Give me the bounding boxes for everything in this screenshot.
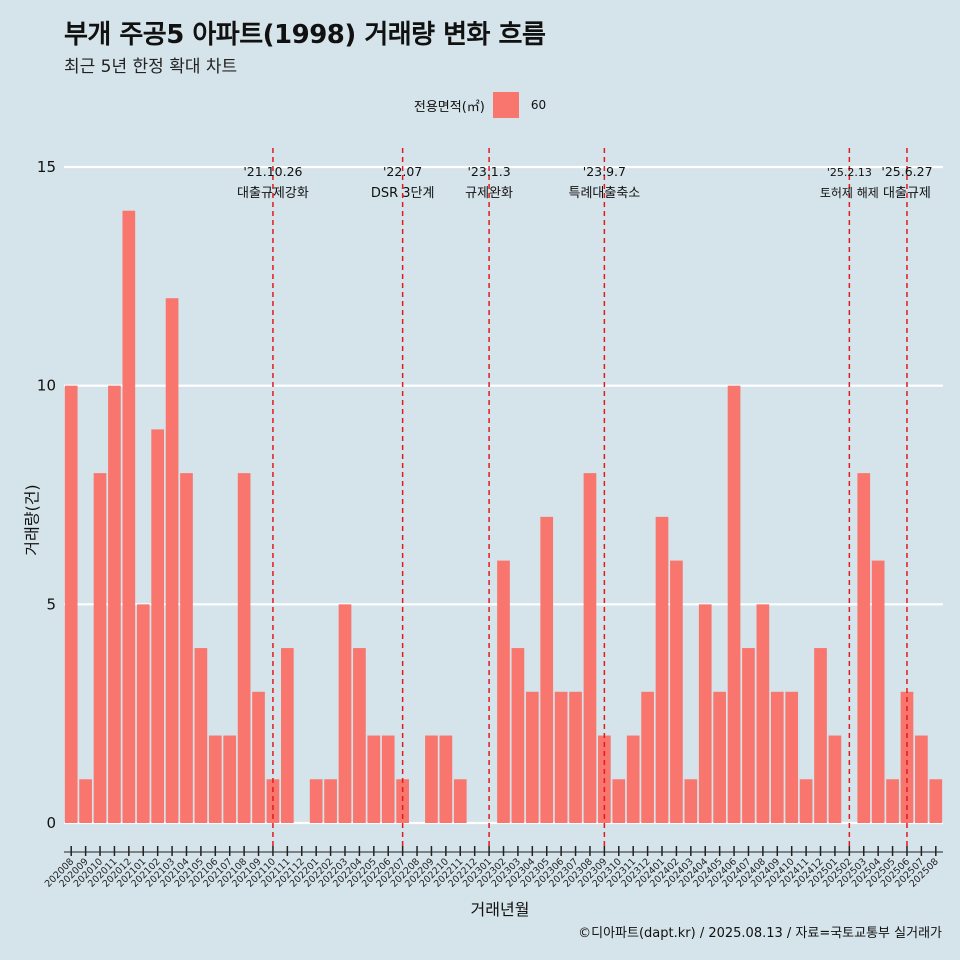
bar <box>396 779 409 823</box>
bar <box>569 691 582 823</box>
bar <box>511 648 525 823</box>
annotation-date: '25.6.27 <box>881 164 932 179</box>
source-caption: ©디아파트(dapt.kr) / 2025.08.13 / 자료=국토교통부 실… <box>578 926 942 941</box>
bar <box>655 516 669 823</box>
annotation-label: 대출규제 <box>883 186 931 201</box>
y-tick-label: 5 <box>46 595 56 613</box>
bar <box>237 473 251 823</box>
bar <box>886 779 899 823</box>
chart-title: 부개 주공5 아파트(1998) 거래량 변화 흐름 <box>64 20 546 50</box>
bar <box>670 560 683 823</box>
bar <box>612 779 626 823</box>
bar <box>281 648 294 823</box>
bar <box>684 779 698 823</box>
y-tick-label: 10 <box>37 377 56 395</box>
bar <box>871 560 885 823</box>
bar <box>915 735 928 823</box>
annotation-label: 대출규제강화 <box>237 186 309 201</box>
bar <box>583 473 597 823</box>
bar <box>79 779 92 823</box>
bar <box>439 735 453 823</box>
annotation-date: '23.1.3 <box>467 164 510 179</box>
annotation-date: '22.07 <box>383 164 422 179</box>
legend: 전용면적(㎡) 60 <box>0 92 960 118</box>
bar <box>338 604 352 823</box>
bar <box>785 691 799 823</box>
bar <box>93 473 107 823</box>
bar <box>194 648 208 823</box>
bar <box>266 779 280 823</box>
legend-item-label: 60 <box>530 98 547 112</box>
bar <box>756 604 770 823</box>
bar <box>324 779 337 823</box>
x-axis-label: 거래년월 <box>470 900 530 919</box>
y-axis-label: 거래량(건) <box>22 484 42 556</box>
bar <box>309 779 323 823</box>
bar <box>180 473 193 823</box>
legend-swatch <box>492 92 519 118</box>
bar <box>425 735 438 823</box>
bar <box>497 560 510 823</box>
y-tick-label: 0 <box>46 814 56 832</box>
bar <box>367 735 381 823</box>
annotation-label: 특례대출축소 <box>568 186 640 201</box>
bar <box>151 429 165 823</box>
bar <box>713 691 726 823</box>
bar <box>554 691 568 823</box>
bar <box>770 691 784 823</box>
bar <box>540 516 554 823</box>
bar <box>742 648 755 823</box>
bar <box>857 473 871 823</box>
bar <box>252 691 265 823</box>
bar <box>727 385 741 823</box>
annotation-label: 규제완화 <box>465 186 513 201</box>
bar <box>381 735 395 823</box>
annotation-label: DSR 3단계 <box>371 186 435 201</box>
bar <box>900 691 914 823</box>
bar <box>136 604 150 823</box>
bar <box>165 298 179 823</box>
bar <box>799 779 813 823</box>
y-tick-label: 15 <box>37 158 56 176</box>
annotation-date: '23.9.7 <box>583 164 626 179</box>
annotation-date: '21.10.26 <box>243 164 302 179</box>
bar <box>814 648 827 823</box>
bar <box>353 648 366 823</box>
legend-title: 전용면적(㎡) <box>413 99 485 115</box>
annotation-date: '25.2.13 <box>827 166 872 179</box>
bar <box>208 735 222 823</box>
bar <box>828 735 842 823</box>
bar <box>929 779 943 823</box>
annotation-label: 토허제 해제 <box>820 186 879 200</box>
bar <box>108 385 121 823</box>
bar <box>525 691 539 823</box>
chart-subtitle: 최근 5년 한정 확대 차트 <box>64 57 238 77</box>
bar <box>64 385 78 823</box>
bar <box>223 735 237 823</box>
bar <box>641 691 654 823</box>
bar <box>698 604 712 823</box>
bar <box>626 735 640 823</box>
bar <box>453 779 467 823</box>
bar <box>122 210 136 823</box>
